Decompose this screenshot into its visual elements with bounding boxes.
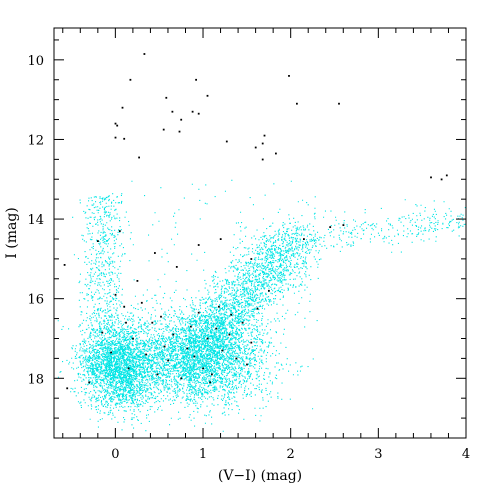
black-point (342, 224, 345, 226)
black-point (154, 252, 156, 254)
black-point (114, 293, 117, 296)
black-point (178, 130, 181, 133)
y-tick-label: 18 (27, 372, 44, 387)
black-point (211, 373, 213, 376)
black-point (261, 158, 264, 161)
x-tick-label: 0 (111, 447, 119, 462)
black-point (167, 359, 169, 362)
black-point (140, 301, 143, 304)
axis-ticks (54, 28, 467, 438)
black-point (256, 307, 259, 310)
y-tick-label: 14 (27, 213, 44, 228)
black-point (241, 321, 244, 324)
black-point (138, 156, 140, 159)
black-point (296, 102, 298, 105)
black-point (430, 176, 432, 179)
black-point (132, 337, 134, 340)
black-point (254, 146, 257, 149)
black-point (215, 327, 218, 330)
black-point (162, 128, 165, 131)
y-tick-label: 12 (27, 133, 44, 148)
black-point (225, 140, 228, 143)
black-point (228, 333, 231, 336)
black-point (193, 355, 196, 358)
black-point (63, 264, 66, 266)
black-point (303, 238, 305, 240)
black-point (235, 357, 238, 360)
black-point (110, 351, 112, 354)
black-point (114, 122, 117, 125)
black-point (127, 367, 130, 370)
black-point (175, 266, 178, 268)
x-axis-label: (V−I) (mag) (218, 468, 302, 484)
black-point (263, 134, 266, 137)
black-point (440, 178, 443, 181)
black-point (197, 244, 200, 246)
black-point (163, 345, 166, 348)
black-point (186, 347, 189, 350)
black-point (261, 142, 264, 145)
y-tick-label: 10 (27, 54, 44, 69)
black-point (172, 333, 175, 336)
black-point (206, 337, 209, 340)
cyan-points-layer (57, 179, 467, 432)
black-point (329, 226, 332, 228)
x-tick-label: 1 (199, 447, 207, 462)
black-point (445, 174, 448, 177)
black-point (180, 377, 183, 380)
black-point (66, 387, 69, 390)
cyan-points (57, 179, 467, 432)
black-point (206, 94, 209, 97)
black-point (197, 112, 200, 115)
black-point (145, 353, 147, 356)
black-point (250, 341, 253, 344)
black-point (88, 381, 91, 384)
black-point (136, 280, 139, 282)
black-point (195, 78, 197, 81)
black-point (123, 137, 126, 140)
black-point (165, 96, 168, 99)
black-point (116, 124, 119, 127)
black-point (156, 373, 159, 376)
black-point (209, 381, 211, 384)
black-point (125, 321, 127, 324)
black-point (191, 110, 194, 113)
black-point (288, 75, 290, 77)
black-point (118, 230, 121, 232)
black-points-layer (63, 53, 448, 390)
black-point (114, 136, 117, 139)
black-point (246, 363, 248, 366)
black-point (101, 331, 104, 334)
black-point (129, 78, 132, 81)
black-point (230, 313, 233, 316)
black-point (123, 305, 126, 308)
black-point (218, 305, 220, 308)
black-point (221, 349, 224, 352)
black-point (189, 325, 192, 328)
black-point (197, 311, 200, 314)
black-point (202, 367, 204, 370)
black-point (160, 315, 162, 318)
black-point (180, 118, 183, 121)
black-point (275, 152, 277, 155)
black-point (97, 240, 99, 242)
black-point (171, 110, 174, 113)
x-tick-label: 2 (287, 447, 295, 462)
y-axis-label: I (mag) (4, 207, 20, 259)
black-point (268, 289, 270, 292)
black-point (121, 106, 124, 109)
black-point (338, 102, 340, 105)
black-point (143, 53, 146, 55)
black-point (250, 258, 253, 260)
y-tick-label: 16 (27, 293, 44, 308)
black-point (151, 321, 154, 324)
plot-frame (53, 27, 467, 439)
x-tick-label: 4 (462, 447, 470, 462)
x-tick-label: 3 (374, 447, 382, 462)
black-point (219, 238, 222, 240)
